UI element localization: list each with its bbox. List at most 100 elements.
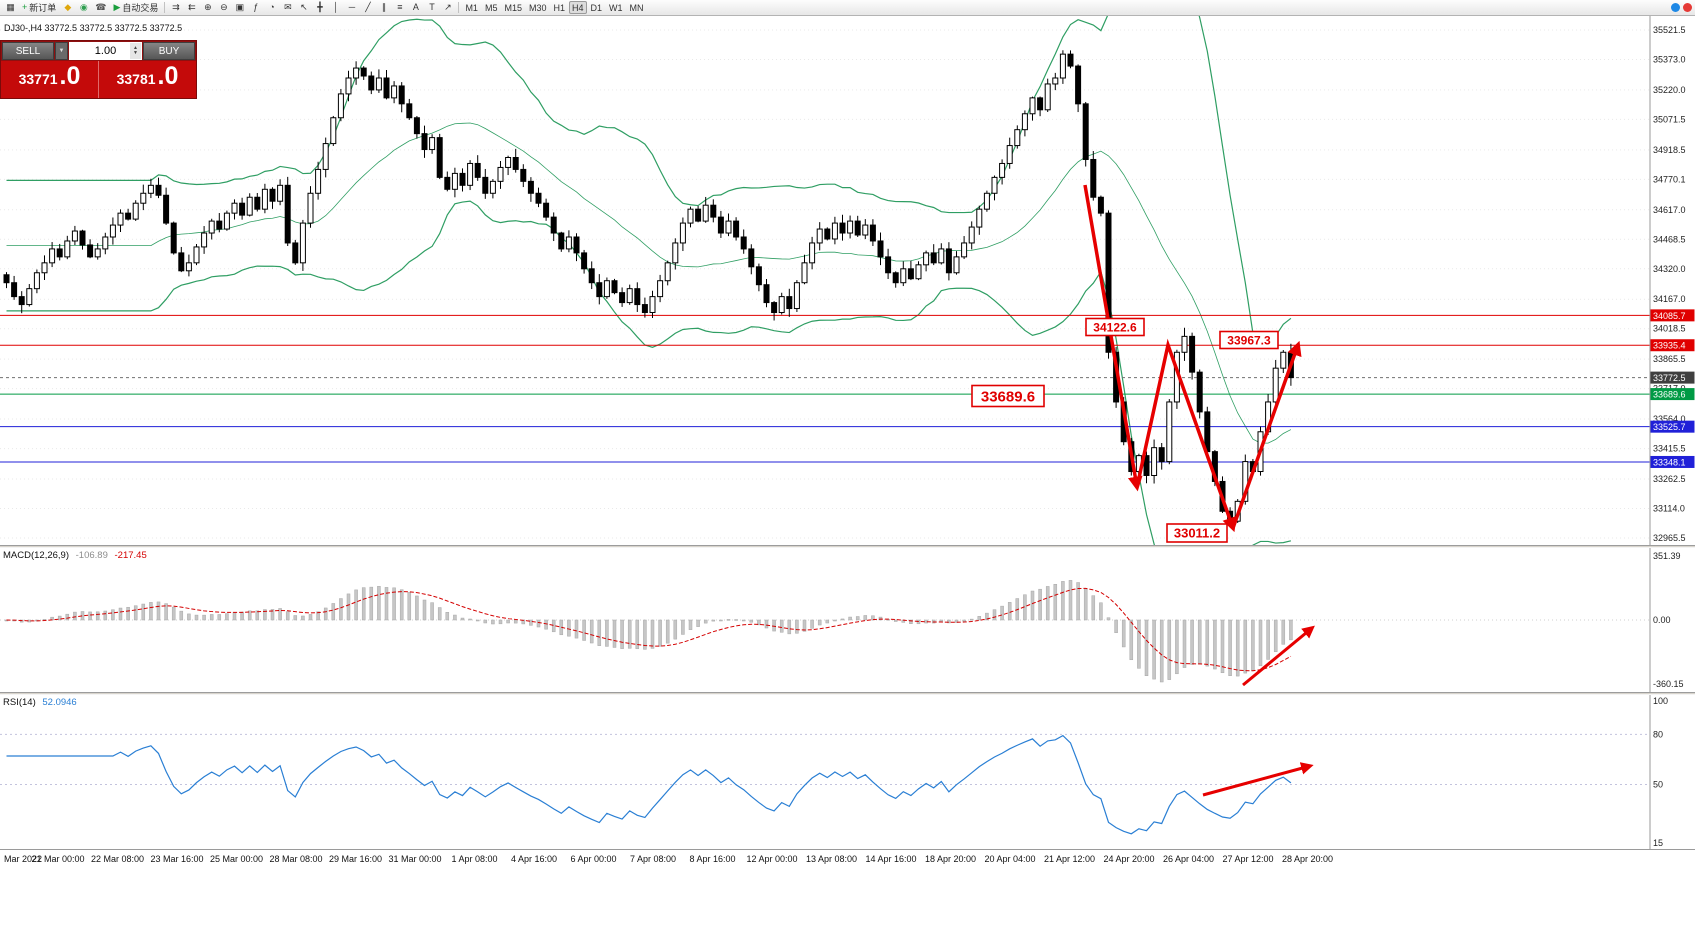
horizontal-line-icon[interactable]: ─: [348, 2, 356, 12]
svg-text:351.39: 351.39: [1653, 551, 1681, 561]
chart-shift-icon[interactable]: ⇇: [188, 2, 196, 12]
time-axis-label: 18 Apr 20:00: [924, 854, 977, 864]
svg-text:34468.5: 34468.5: [1653, 234, 1686, 244]
time-axis-label: 23 Mar 16:00: [150, 854, 204, 864]
time-axis-label: 21 Apr 12:00: [1043, 854, 1096, 864]
timeframe-m5-button[interactable]: M5: [484, 2, 498, 13]
time-axis-label: 26 Apr 04:00: [1162, 854, 1215, 864]
svg-text:35521.5: 35521.5: [1653, 25, 1686, 35]
panel-separator[interactable]: [0, 545, 1695, 548]
rsi-line: [6, 734, 1292, 835]
price-axis-badge: 33689.6: [1650, 388, 1695, 401]
svg-text:33262.5: 33262.5: [1653, 474, 1686, 484]
time-axis-label: 8 Apr 16:00: [689, 854, 736, 864]
text-icon[interactable]: A: [412, 2, 419, 12]
panel-separator[interactable]: [0, 692, 1695, 695]
volume-spinner[interactable]: ▲ ▼: [130, 43, 141, 59]
order-type-dropdown-icon[interactable]: ▼: [55, 42, 68, 60]
timeframe-d1-button[interactable]: D1: [590, 2, 603, 13]
timeframe-m1-button[interactable]: M1: [465, 2, 478, 13]
gold-coins-icon[interactable]: ◆: [64, 2, 72, 12]
auto-scroll-icon[interactable]: ⇉: [172, 2, 180, 12]
macd-value: -106.89: [75, 550, 108, 561]
buy-price[interactable]: 33781 .0: [116, 62, 179, 90]
mail-envelope-icon[interactable]: ✉: [284, 2, 292, 12]
time-axis-label: 6 Apr 00:00: [570, 854, 617, 864]
timeframe-m15-button[interactable]: M15: [504, 2, 522, 13]
time-axis-label: 12 Apr 00:00: [746, 854, 798, 864]
time-axis-label: 27 Apr 12:00: [1222, 854, 1274, 864]
market-globe-icon[interactable]: ◉: [79, 2, 88, 12]
svg-text:34770.1: 34770.1: [1653, 174, 1686, 184]
svg-text:35373.0: 35373.0: [1653, 55, 1686, 65]
chart-symbol-ohlc: DJ30-,H4 33772.5 33772.5 33772.5 33772.5: [4, 23, 182, 33]
equidistant-channel-icon[interactable]: ∥: [381, 2, 387, 12]
price-axis-badge: 34085.7: [1650, 309, 1695, 322]
svg-text:-360.15: -360.15: [1653, 679, 1684, 689]
timeframe-h4-button[interactable]: H4: [569, 1, 587, 14]
tile-windows-icon[interactable]: ▣: [235, 2, 245, 12]
macd-axis[interactable]: 351.39 0.00 -360.15: [1649, 548, 1695, 692]
arrow-objects-icon[interactable]: ↗: [444, 2, 452, 12]
zoom-out-icon[interactable]: ⊖: [220, 2, 228, 12]
time-axis-label: 13 Apr 08:00: [805, 854, 858, 864]
time-axis-label: 21 Mar 00:00: [31, 854, 85, 864]
svg-text:34085.7: 34085.7: [1653, 311, 1686, 321]
main-chart-canvas[interactable]: 34122.6 33967.3 33689.6 33011.2 35521.5 35373…: [0, 16, 1695, 545]
price-annotation-label[interactable]: 34122.6: [1085, 317, 1145, 337]
svg-text:15: 15: [1653, 838, 1663, 848]
timeframe-m30-button[interactable]: M30: [528, 2, 547, 13]
rsi-panel-canvas[interactable]: 100 80 50 15: [0, 695, 1695, 849]
price-annotation-label[interactable]: 33689.6: [971, 384, 1045, 408]
trendline-icon[interactable]: ╱: [365, 2, 371, 12]
sell-price[interactable]: 33771 .0: [1, 61, 99, 98]
main-toolbar: ▦ + 新订单 ◆ ◉ ☎ ▶ 自动交易 ⇉ ⇇ ⊕ ⊖ ▣ ƒ ◔ ✉ ↖ ╋ │ ─ ╱ ∥ ≡ A T ↗ M1 M5 M15…: [0, 0, 1695, 16]
horizontal-level-lines[interactable]: [0, 314, 1650, 463]
support-headset-icon[interactable]: ☎: [95, 2, 107, 12]
new-order-button[interactable]: + 新订单: [22, 2, 57, 14]
text-label-icon[interactable]: T: [429, 2, 435, 12]
blue-circle-icon[interactable]: [1671, 3, 1680, 12]
macd-panel-canvas[interactable]: 351.39 0.00 -360.15: [0, 548, 1695, 692]
volume-stepper[interactable]: 1.00 ▲ ▼: [69, 42, 142, 60]
svg-text:33967.3: 33967.3: [1227, 333, 1271, 347]
period-clock-icon[interactable]: ◔: [269, 2, 275, 12]
timeframe-mn-button[interactable]: MN: [629, 2, 644, 13]
ohlc-values: 33772.5 33772.5 33772.5 33772.5: [44, 23, 183, 33]
charts-grid-icon[interactable]: ▦: [6, 2, 15, 12]
svg-text:100: 100: [1653, 696, 1668, 706]
trade-controls-row: SELL ▼ 1.00 ▲ ▼ BUY: [1, 41, 196, 61]
buy-button[interactable]: BUY: [143, 42, 195, 60]
rsi-name: RSI(14): [3, 697, 36, 708]
vertical-line-icon[interactable]: │: [333, 2, 339, 12]
time-axis[interactable]: Mar 2022 21 Mar 00:00 22 Mar 08:00 23 Mar 1…: [0, 849, 1695, 867]
timeframe-w1-button[interactable]: W1: [609, 2, 623, 13]
crosshair-icon[interactable]: ╋: [317, 2, 323, 12]
zoom-in-icon[interactable]: ⊕: [204, 2, 212, 12]
rsi-axis[interactable]: 100 80 50 15: [1649, 695, 1695, 849]
price-annotation-label[interactable]: 33011.2: [1166, 523, 1228, 543]
trade-prices-row: 33771 .0 33781 .0: [1, 61, 196, 98]
macd-trend-arrow[interactable]: [1242, 625, 1315, 687]
time-axis-label: 20 Apr 04:00: [984, 854, 1036, 864]
macd-histogram: [4, 580, 1293, 683]
svg-text:33935.4: 33935.4: [1653, 341, 1686, 351]
time-axis-label: 14 Apr 16:00: [865, 854, 917, 864]
red-circle-icon[interactable]: [1683, 3, 1692, 12]
price-annotation-label[interactable]: 33967.3: [1219, 330, 1279, 350]
autotrading-button[interactable]: ▶ 自动交易: [113, 2, 159, 14]
volume-up-icon[interactable]: ▲: [133, 44, 138, 51]
indicators-list-icon[interactable]: ƒ: [253, 2, 259, 12]
timeframe-h1-button[interactable]: H1: [553, 2, 566, 13]
sell-button[interactable]: SELL: [2, 42, 54, 60]
time-axis-label: 29 Mar 16:00: [328, 854, 383, 864]
time-axis-label: 25 Mar 00:00: [209, 854, 264, 864]
svg-text:33525.7: 33525.7: [1653, 422, 1686, 432]
rsi-trend-arrow[interactable]: [1202, 762, 1314, 797]
volume-value[interactable]: 1.00: [94, 45, 117, 57]
cursor-arrow-icon[interactable]: ↖: [300, 2, 308, 12]
bollinger-bands: [6, 16, 1292, 545]
fibonacci-icon[interactable]: ≡: [397, 2, 403, 12]
volume-down-icon[interactable]: ▼: [133, 50, 138, 56]
